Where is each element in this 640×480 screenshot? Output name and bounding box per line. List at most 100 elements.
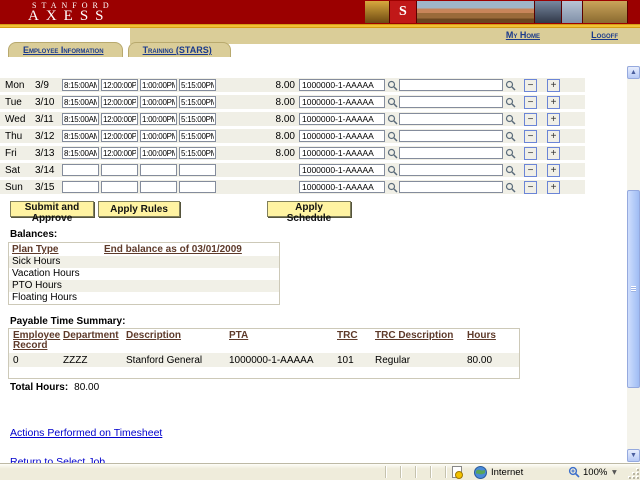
time-field[interactable] <box>140 130 177 142</box>
vertical-scrollbar[interactable]: ▲ ▼ <box>627 66 640 462</box>
payable-cell: Stanford General <box>126 354 203 366</box>
pta-lookup-icon[interactable] <box>385 164 399 177</box>
trc-lookup-icon[interactable] <box>503 96 517 109</box>
trc-lookup-icon[interactable] <box>503 164 517 177</box>
time-field[interactable] <box>101 130 138 142</box>
trc-field[interactable] <box>399 147 503 159</box>
time-field[interactable] <box>179 96 216 108</box>
pta-field[interactable] <box>299 113 385 125</box>
balances-table: Plan Type End balance as of 03/01/2009 S… <box>8 242 280 305</box>
time-field[interactable] <box>140 113 177 125</box>
time-field[interactable] <box>179 164 216 176</box>
logoff-link[interactable]: Logoff <box>591 30 618 40</box>
brand-axess-text: AXESS <box>28 8 111 24</box>
add-row-button[interactable]: + <box>547 163 560 177</box>
time-field[interactable] <box>179 147 216 159</box>
pta-lookup-icon[interactable] <box>385 147 399 160</box>
delete-row-button[interactable]: − <box>524 78 537 92</box>
trc-lookup-icon[interactable] <box>503 79 517 92</box>
campus-photo <box>562 1 583 23</box>
delete-row-button[interactable]: − <box>524 146 537 160</box>
time-field[interactable] <box>62 113 99 125</box>
tab-training-stars[interactable]: Training (STARS) <box>127 42 231 57</box>
trc-field[interactable] <box>399 181 503 193</box>
scrollbar-thumb[interactable] <box>627 190 640 388</box>
time-field[interactable] <box>101 181 138 193</box>
pta-lookup-icon[interactable] <box>385 79 399 92</box>
trc-lookup-icon[interactable] <box>503 147 517 160</box>
time-field[interactable] <box>140 147 177 159</box>
tab-employee-information[interactable]: Employee Information <box>8 42 123 57</box>
add-row-button[interactable]: + <box>547 112 560 126</box>
add-row-button[interactable]: + <box>547 78 560 92</box>
time-field[interactable] <box>179 181 216 193</box>
pta-field[interactable] <box>299 130 385 142</box>
status-divider <box>400 466 402 478</box>
trc-field[interactable] <box>399 113 503 125</box>
zoom-magnifier-icon[interactable] <box>568 466 580 480</box>
time-field[interactable] <box>140 181 177 193</box>
add-row-button[interactable]: + <box>547 95 560 109</box>
payable-column-header: Hours <box>467 330 496 341</box>
apply-rules-button[interactable]: Apply Rules <box>98 201 180 217</box>
scroll-up-arrow-icon[interactable]: ▲ <box>627 66 640 79</box>
time-field[interactable] <box>62 96 99 108</box>
time-field[interactable] <box>179 113 216 125</box>
time-field[interactable] <box>62 130 99 142</box>
delete-row-button[interactable]: − <box>524 112 537 126</box>
submit-and-approve-button[interactable]: Submit and Approve <box>10 201 94 224</box>
delete-row-button[interactable]: − <box>524 180 537 194</box>
pta-field[interactable] <box>299 79 385 91</box>
trc-lookup-icon[interactable] <box>503 130 517 143</box>
delete-row-button[interactable]: − <box>524 129 537 143</box>
time-field[interactable] <box>62 164 99 176</box>
pta-lookup-icon[interactable] <box>385 113 399 126</box>
pta-field[interactable] <box>299 96 385 108</box>
trc-lookup-icon[interactable] <box>503 181 517 194</box>
pta-field[interactable] <box>299 147 385 159</box>
apply-schedule-button[interactable]: Apply Schedule <box>267 201 351 224</box>
payable-column-header: Department <box>63 330 119 341</box>
hours-value: 8.00 <box>275 79 295 91</box>
trc-lookup-icon[interactable] <box>503 113 517 126</box>
zoom-level-value[interactable]: 100% <box>583 467 608 478</box>
time-field[interactable] <box>101 164 138 176</box>
time-field[interactable] <box>62 147 99 159</box>
add-row-button[interactable]: + <box>547 146 560 160</box>
plan-type-column-header: Plan Type <box>12 244 59 255</box>
time-field[interactable] <box>62 181 99 193</box>
time-field[interactable] <box>101 113 138 125</box>
time-field[interactable] <box>62 79 99 91</box>
hours-value: 8.00 <box>275 130 295 142</box>
time-field[interactable] <box>101 96 138 108</box>
resize-grip[interactable] <box>627 467 639 479</box>
pta-field[interactable] <box>299 164 385 176</box>
gold-divider <box>0 24 640 28</box>
time-field[interactable] <box>101 147 138 159</box>
day-label: Wed <box>5 113 26 125</box>
trc-field[interactable] <box>399 79 503 91</box>
time-field[interactable] <box>179 79 216 91</box>
delete-row-button[interactable]: − <box>524 95 537 109</box>
trc-field[interactable] <box>399 164 503 176</box>
scroll-down-arrow-icon[interactable]: ▼ <box>627 449 640 462</box>
delete-row-button[interactable]: − <box>524 163 537 177</box>
add-row-button[interactable]: + <box>547 180 560 194</box>
time-field[interactable] <box>179 130 216 142</box>
my-home-link[interactable]: My Home <box>505 30 540 40</box>
zoom-dropdown-caret-icon[interactable]: ▾ <box>612 467 617 478</box>
pta-lookup-icon[interactable] <box>385 181 399 194</box>
time-field[interactable] <box>140 79 177 91</box>
add-row-button[interactable]: + <box>547 129 560 143</box>
actions-performed-link[interactable]: Actions Performed on Timesheet <box>10 427 163 439</box>
time-field[interactable] <box>140 96 177 108</box>
stanford-s-flag-photo: S <box>389 1 416 23</box>
pta-field[interactable] <box>299 181 385 193</box>
trc-field[interactable] <box>399 130 503 142</box>
pta-lookup-icon[interactable] <box>385 96 399 109</box>
time-field[interactable] <box>101 79 138 91</box>
trc-field[interactable] <box>399 96 503 108</box>
pta-lookup-icon[interactable] <box>385 130 399 143</box>
time-field[interactable] <box>140 164 177 176</box>
date-label: 3/14 <box>35 164 55 176</box>
